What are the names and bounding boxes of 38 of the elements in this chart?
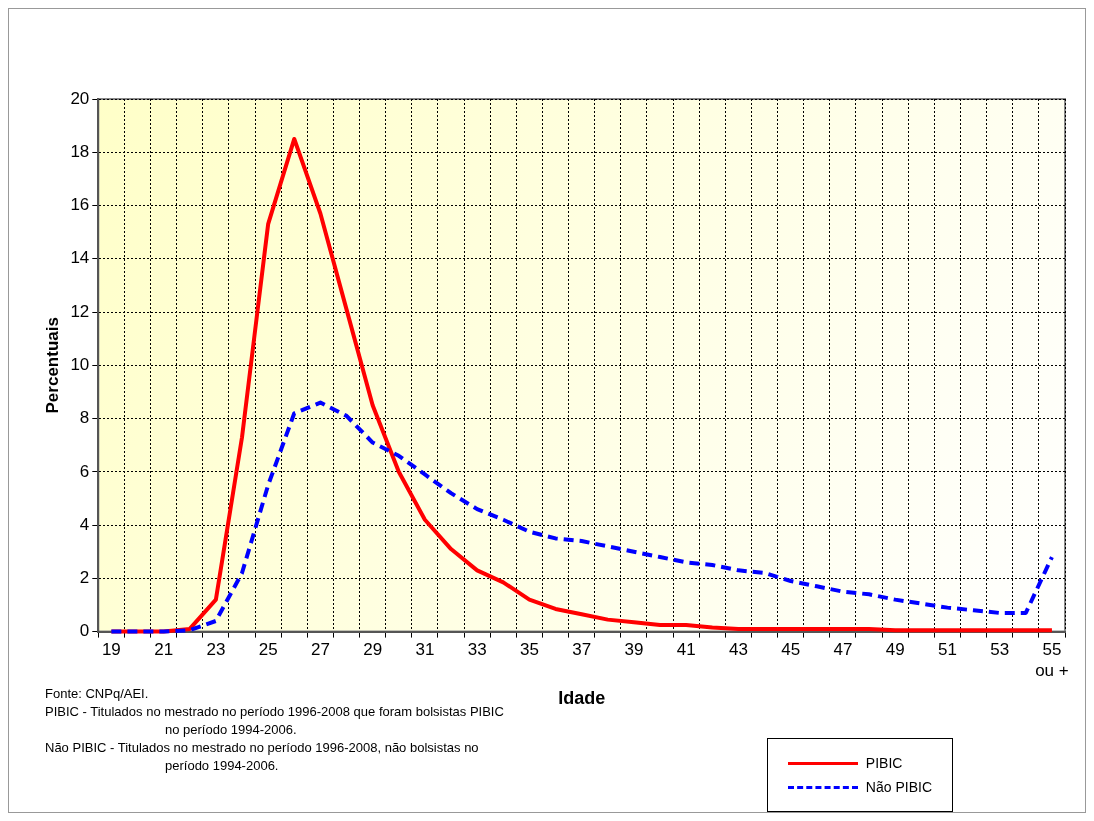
x-tick-label: 33 — [467, 640, 487, 660]
x-tick-label: 53 — [990, 640, 1010, 660]
x-tick-label: 21 — [154, 640, 174, 660]
text: Não PIBIC - Titulados no mestrado no período 1996-2008, não bolsistas no período 1994-2006. — [45, 739, 480, 775]
x-tick-label: 49 — [885, 640, 905, 660]
x-tick-label: 25 — [258, 640, 278, 660]
x-axis-title: Idade — [558, 688, 606, 709]
x-tick-label: 27 — [310, 640, 330, 660]
y-tick-label: 2 — [79, 568, 90, 588]
x-tick-label: 51 — [937, 640, 957, 660]
legend-label: PIBIC — [865, 755, 903, 771]
x-tick-label: 41 — [676, 640, 696, 660]
y-tick-label: 8 — [79, 408, 90, 428]
x-tick-label: 23 — [206, 640, 226, 660]
y-tick-label: 12 — [70, 301, 90, 321]
y-axis-title: Percentuais — [42, 317, 62, 414]
x-tick-label: 19 — [101, 640, 121, 660]
line-series — [109, 400, 1054, 634]
x-tick-label: 37 — [572, 640, 592, 660]
x-tick-label: 47 — [833, 640, 853, 660]
x-tick-label: 31 — [415, 640, 435, 660]
y-tick-label: 6 — [79, 461, 90, 481]
y-tick-label: 0 — [79, 621, 90, 641]
x-tick-label: 43 — [728, 640, 748, 660]
y-tick-label: 10 — [70, 354, 90, 374]
y-tick-label: 4 — [79, 514, 90, 534]
text: PIBIC - Titulados no mestrado no período 1996-2008 que foram bolsistas PIBIC no período 1994-2006. — [45, 703, 505, 739]
x-tick-label: 45 — [781, 640, 801, 660]
y-tick-label: 14 — [70, 248, 90, 268]
x-tick-label: 39 — [624, 640, 644, 660]
x-tick-label: 29 — [363, 640, 383, 660]
y-tick-label: 20 — [70, 88, 90, 108]
source-note: Fonte: CNPq/AEI. — [45, 685, 150, 703]
x-tick-label: 55 ou + — [1035, 640, 1069, 680]
legend-label: Não PIBIC — [865, 779, 932, 795]
x-tick-label: 35 — [519, 640, 539, 660]
y-tick-label: 18 — [70, 141, 90, 161]
y-tick-label: 16 — [70, 195, 90, 215]
